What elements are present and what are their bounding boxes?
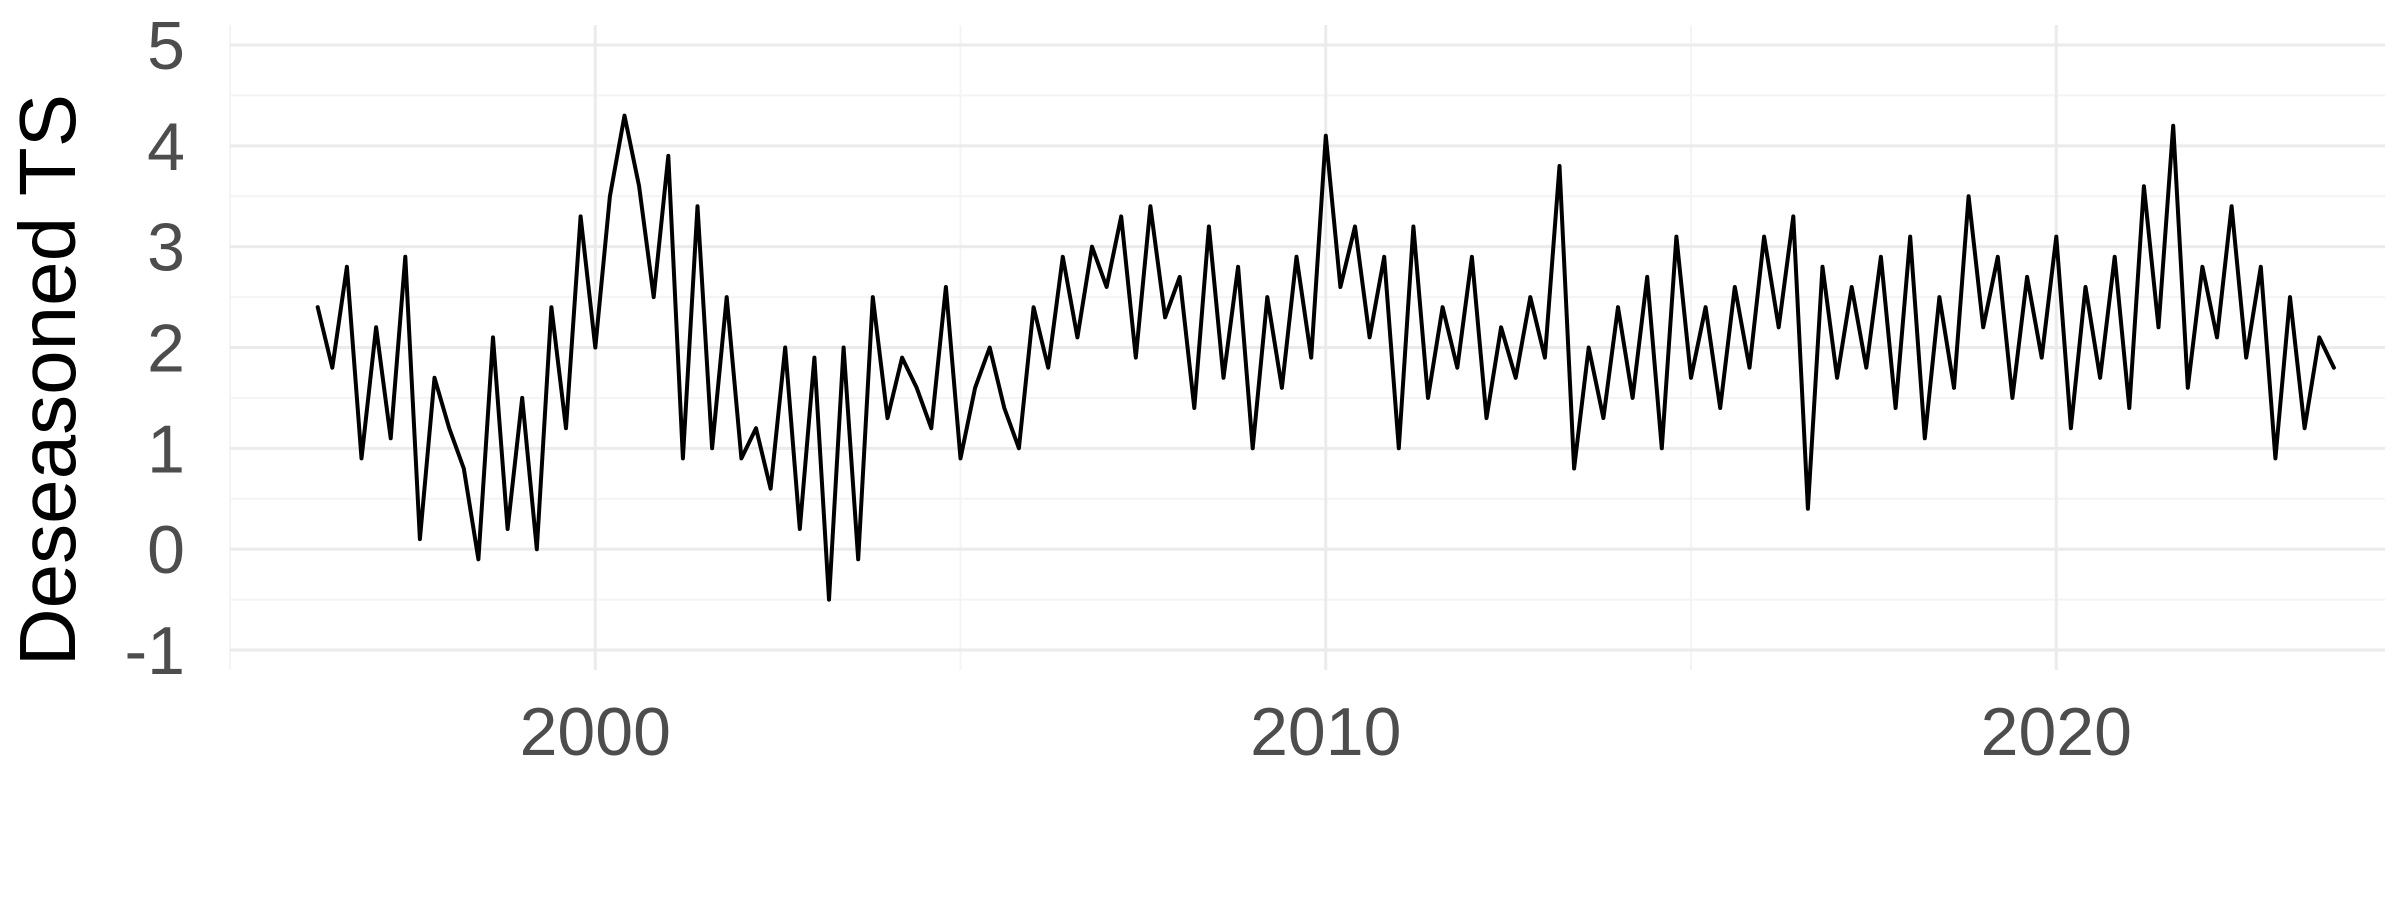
x-axis-tick-labels: 2000 2010 2020: [520, 694, 2132, 770]
y-tick-label-5: 5: [147, 8, 185, 84]
x-tick-label-2020: 2020: [1981, 694, 2132, 770]
y-tick-label-1: 1: [147, 411, 185, 487]
x-tick-label-2000: 2000: [520, 694, 671, 770]
y-tick-label-0: 0: [147, 512, 185, 588]
y-tick-label-2: 2: [147, 311, 185, 387]
y-axis-tick-labels: -1 0 1 2 3 4 5: [125, 8, 185, 689]
y-tick-label-3: 3: [147, 210, 185, 286]
series-line-0: [315, 113, 2336, 602]
series-layer: [315, 113, 2336, 602]
y-tick-label-4: 4: [147, 109, 185, 185]
x-tick-label-2010: 2010: [1250, 694, 1401, 770]
y-tick-label--1: -1: [125, 613, 185, 689]
y-axis-title: Deseasoned TS: [3, 94, 92, 666]
major-gridlines: [230, 25, 2385, 670]
